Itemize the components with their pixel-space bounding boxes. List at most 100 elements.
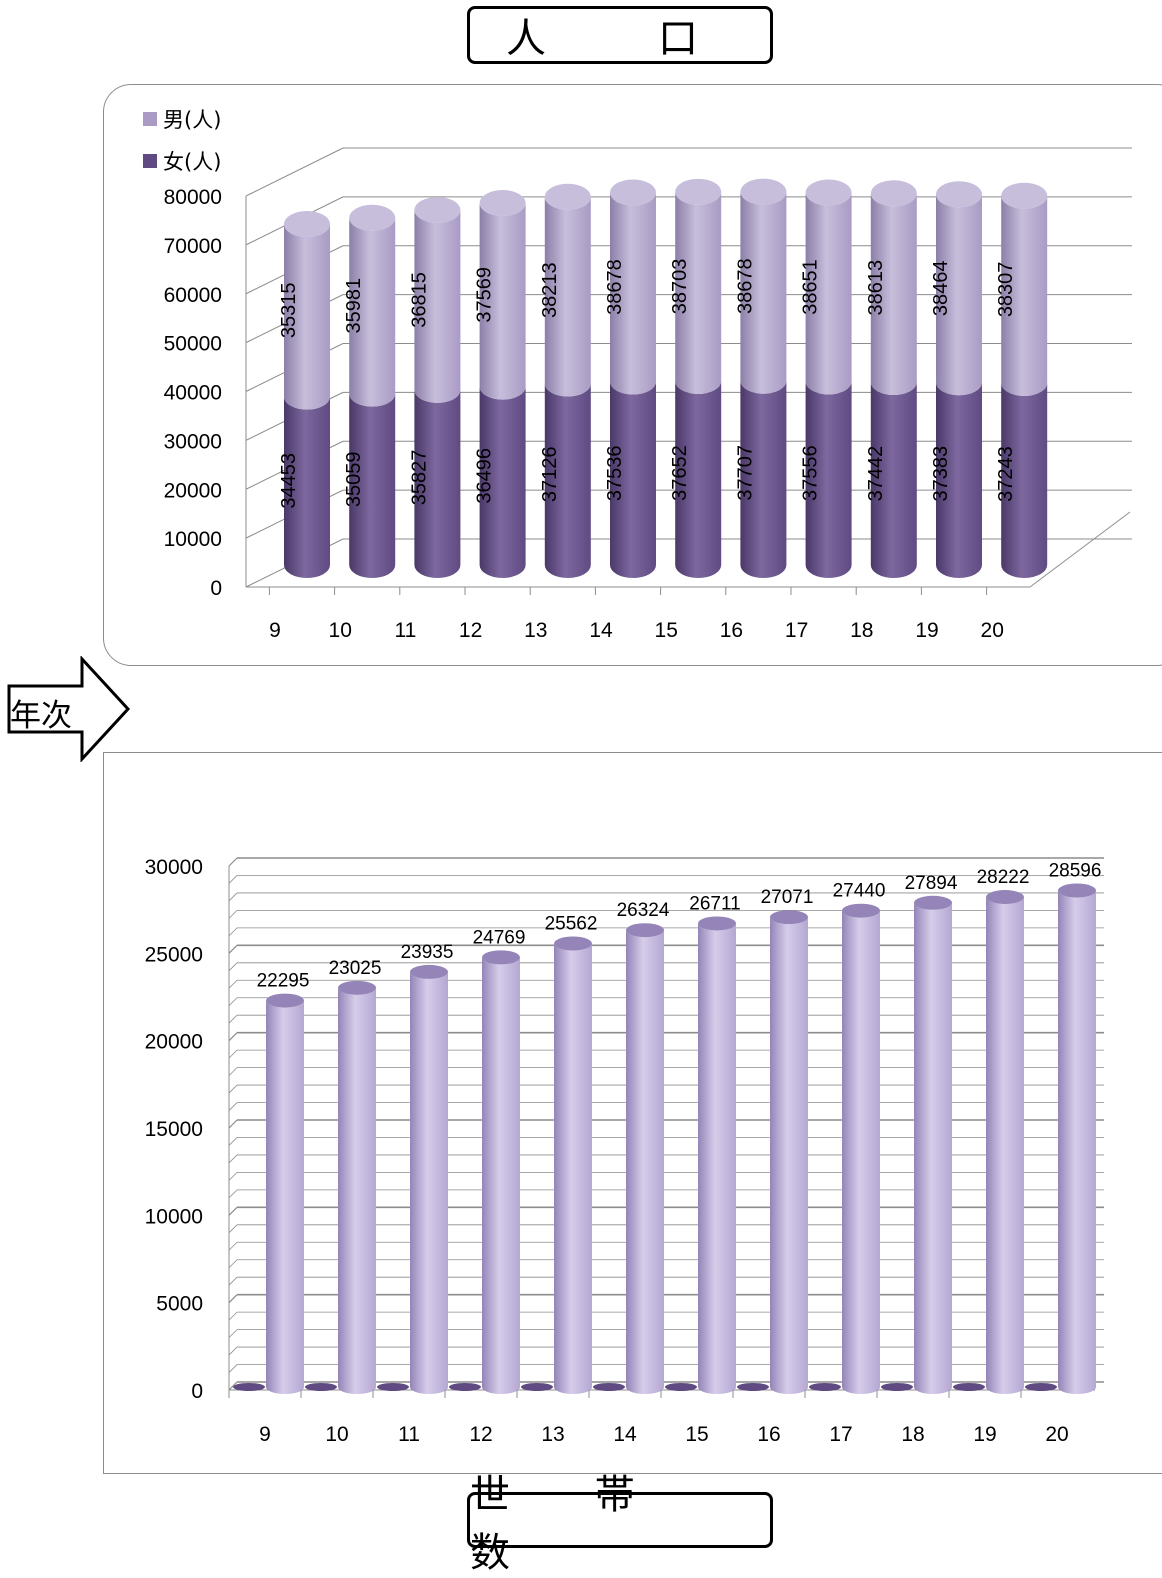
y-tick-label: 5000 xyxy=(156,1293,203,1316)
data-label-male: 38678 xyxy=(734,258,756,314)
gridline-side xyxy=(228,1067,238,1076)
x-tick-label: 15 xyxy=(685,1423,708,1446)
gridline-side xyxy=(228,1224,238,1234)
legend-female: 女(人) xyxy=(143,146,221,176)
gridline-side xyxy=(228,1311,238,1321)
data-label-households: 22295 xyxy=(257,971,310,992)
x-tick-label: 9 xyxy=(259,1423,271,1446)
bar-female xyxy=(870,382,917,578)
data-label-households: 27894 xyxy=(905,873,958,894)
x-tick-label: 10 xyxy=(329,619,352,642)
bar-female xyxy=(610,381,656,578)
bar-stub xyxy=(593,1383,625,1391)
households-title: 世 帯 数 xyxy=(467,1472,773,1576)
bar-households-top xyxy=(410,964,448,979)
bar-stub xyxy=(665,1383,697,1391)
data-label-households: 23935 xyxy=(401,942,454,963)
data-label-female: 37556 xyxy=(800,445,822,501)
bar-households-top xyxy=(266,993,304,1008)
data-label-male: 38213 xyxy=(539,262,561,318)
y-tick-label: 15000 xyxy=(145,1118,203,1141)
x-tick-label: 12 xyxy=(469,1423,492,1446)
gridline-side xyxy=(228,1364,238,1373)
x-tick-label: 14 xyxy=(613,1423,637,1446)
y-tick-label: 25000 xyxy=(145,943,203,966)
x-tick-label: 19 xyxy=(915,619,938,642)
bar-male xyxy=(1001,195,1048,396)
bar-male-top xyxy=(544,183,591,210)
bar-households xyxy=(554,943,592,1394)
x-tick-label: 14 xyxy=(589,619,613,642)
bar-female xyxy=(284,396,330,578)
gridline-side xyxy=(228,1259,238,1269)
bar-male xyxy=(740,191,787,394)
x-tick-label: 15 xyxy=(655,619,678,642)
data-label-households: 26324 xyxy=(617,900,670,921)
bar-households-top xyxy=(986,890,1024,905)
x-tick-label: 10 xyxy=(325,1423,348,1446)
bar-stub xyxy=(737,1383,769,1391)
bar-female xyxy=(414,389,461,578)
data-label-male: 38613 xyxy=(865,260,887,316)
x-tick-label: 19 xyxy=(973,1423,996,1446)
bar-male xyxy=(284,224,330,410)
bar-households-top xyxy=(626,923,664,938)
legend-male-label: 男(人) xyxy=(163,108,222,132)
bar-male-top xyxy=(805,179,852,206)
y-tick-label: 80000 xyxy=(164,186,222,209)
bar-female xyxy=(675,380,722,578)
households-chart: 0 5000 10000 15000 20000 25000 30000 22295 9 2302… xyxy=(145,856,1104,1446)
households-chart-frame xyxy=(103,752,1162,1474)
data-label-female: 37536 xyxy=(604,445,626,501)
gridline-side xyxy=(228,1241,238,1251)
y-tick-label: 60000 xyxy=(164,284,222,307)
bar-stub xyxy=(233,1383,265,1391)
bar-stub xyxy=(305,1383,337,1391)
bar-stub xyxy=(881,1383,913,1391)
bar-male-top xyxy=(610,179,656,206)
y-tick-label: 0 xyxy=(210,577,222,600)
y-tick-label: 30000 xyxy=(145,856,203,879)
data-label-households: 27440 xyxy=(833,881,886,902)
data-label-households: 25562 xyxy=(545,914,598,935)
data-label-households: 28222 xyxy=(977,867,1030,888)
bar-male xyxy=(870,193,917,396)
gridline-side xyxy=(228,1137,238,1146)
bar-male xyxy=(544,196,591,397)
bar-households xyxy=(410,971,448,1394)
bar-stub xyxy=(1025,1383,1057,1391)
bar-households-top xyxy=(338,980,376,995)
gridline-side xyxy=(228,910,238,919)
bar-households xyxy=(482,957,520,1394)
gridline-side xyxy=(245,147,344,197)
x-tick-label: 16 xyxy=(720,619,743,642)
bar-male xyxy=(349,217,396,407)
data-label-male: 38678 xyxy=(604,259,626,315)
bar-households xyxy=(1058,890,1096,1394)
x-tick-label: 17 xyxy=(785,619,808,642)
bar-female xyxy=(349,393,396,578)
y-tick-label: 40000 xyxy=(164,382,222,405)
bar-male xyxy=(805,192,852,395)
arrow-right-icon xyxy=(7,656,131,762)
bar-male-top xyxy=(740,178,787,205)
data-label-female: 37652 xyxy=(669,445,691,501)
bar-male xyxy=(936,194,982,396)
data-label-female: 35827 xyxy=(408,450,430,506)
bar-female xyxy=(805,381,852,578)
gridline-side xyxy=(228,1119,238,1129)
data-label-male: 38703 xyxy=(669,259,691,315)
data-label-male: 35981 xyxy=(343,278,365,334)
gridline-side xyxy=(228,997,238,1007)
data-label-female: 35059 xyxy=(343,452,365,508)
y-tick-label: 30000 xyxy=(164,430,222,453)
bar-male-top xyxy=(936,181,982,208)
gridline-side xyxy=(228,927,238,937)
gridline-side xyxy=(228,1346,238,1356)
x-tick-label: 13 xyxy=(541,1423,564,1446)
bar-stub xyxy=(449,1383,481,1391)
gridline-side xyxy=(228,1102,238,1111)
bar-households-top xyxy=(770,910,808,925)
bar-households xyxy=(842,910,880,1394)
bar-male xyxy=(414,209,461,403)
